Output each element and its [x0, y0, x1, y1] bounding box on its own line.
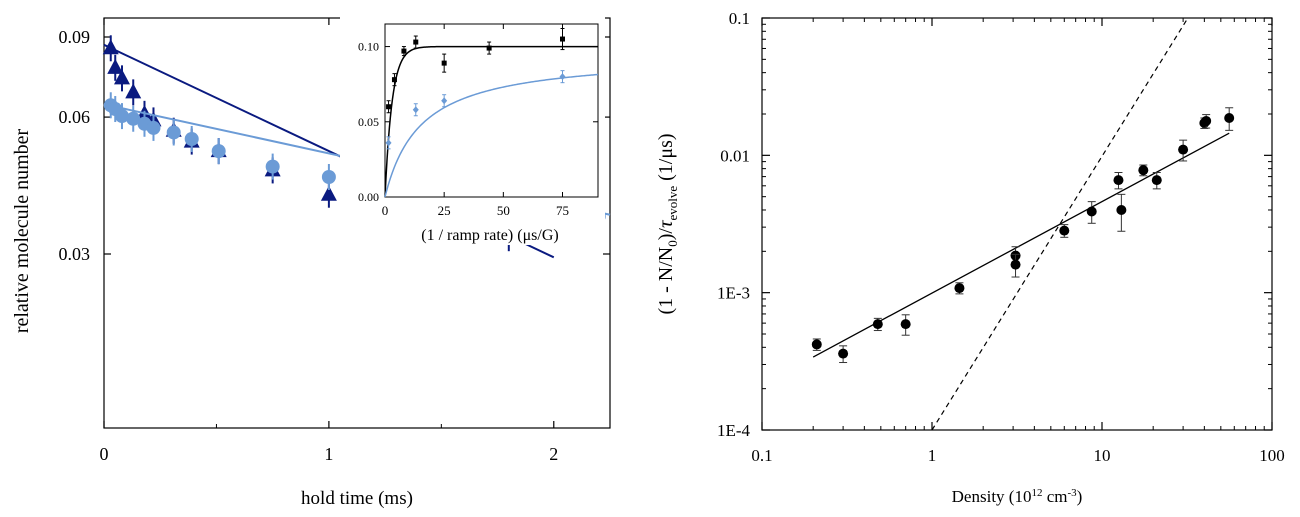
y-tick-label: 0.09 — [59, 27, 91, 47]
y-tick-label: 0.06 — [59, 107, 91, 127]
data-point-triangle — [320, 185, 337, 201]
inset-frame — [384, 23, 599, 198]
data-point-triangle — [107, 58, 124, 74]
data-point-circle — [146, 120, 161, 135]
x-tick-label: 1 — [928, 446, 937, 465]
x-tick-label: 0.1 — [751, 446, 772, 465]
inset-background — [340, 17, 605, 245]
data-point-triangle — [125, 83, 142, 99]
data-point-circle — [1178, 144, 1189, 155]
data-point-circle — [1010, 259, 1021, 270]
data-point-circle — [1138, 165, 1149, 176]
x-tick-label: 1 — [324, 444, 333, 464]
x-axis-label: Density (1012 cm-3) — [952, 487, 1083, 506]
data-point-circle — [900, 319, 911, 330]
inset-y-tick-label: 0.00 — [358, 190, 379, 204]
data-point-circle — [1116, 204, 1127, 215]
data-point-circle — [811, 339, 822, 350]
x-tick-label: 10 — [1094, 446, 1111, 465]
inset-point-diamond — [385, 139, 392, 147]
y-tick-label: 1E-4 — [717, 421, 751, 440]
data-point-circle — [126, 111, 141, 126]
data-point-circle — [211, 144, 226, 159]
inset-x-tick-label: 0 — [382, 203, 389, 218]
y-tick-label: 1E-3 — [717, 284, 750, 303]
data-point-triangle — [113, 69, 130, 85]
inset-x-tick-label: 75 — [556, 203, 569, 218]
x-tick-label: 0 — [100, 444, 109, 464]
fit-line-solid — [812, 132, 1230, 358]
right-panel: 0.1 1 10 100 1E-4 1E-3 0.01 0.1 Density (1012 cm… — [653, 9, 1285, 506]
data-point-circle — [1113, 175, 1124, 186]
data-point-circle — [838, 348, 849, 359]
inset-y-tick-label: 0.10 — [358, 40, 379, 54]
plot-frame — [761, 17, 1273, 431]
inset-point-diamond — [559, 73, 566, 81]
data-point-circle — [872, 319, 883, 330]
inset-x-tick-label: 25 — [438, 203, 451, 218]
x-axis-label: hold time (ms) — [301, 488, 413, 509]
inset-point-square — [560, 36, 565, 42]
data-point-circle — [954, 283, 965, 294]
inset-point-square — [441, 60, 447, 66]
x-tick-label: 100 — [1259, 446, 1285, 465]
data-point-triangle — [102, 39, 119, 55]
y-tick-label: 0.03 — [59, 244, 91, 264]
data-point-circle — [1151, 175, 1162, 186]
y-axis-label: relative molecule number — [11, 128, 33, 333]
inset-point-diamond — [412, 106, 419, 114]
inset-point-square — [486, 45, 492, 51]
x-tick-label: 2 — [549, 444, 558, 464]
inset-point-square — [386, 104, 392, 110]
data-point-circle — [1059, 225, 1070, 236]
data-point-circle — [321, 170, 336, 185]
data-point-circle — [265, 159, 280, 174]
left-panel: 0 1 2 0.03 0.06 0.09 hold time (ms) relative mo… — [11, 17, 611, 509]
inset-panel: 0 25 50 75 0.00 0.05 0.10 (1 / ramp rate) (μs/G… — [340, 17, 605, 245]
data-point-circle — [1224, 113, 1235, 124]
data-point-circle — [1201, 115, 1212, 126]
data-point-circle — [184, 131, 199, 146]
inset-x-tick-label: 50 — [497, 203, 510, 218]
data-point-circle — [166, 125, 181, 140]
inset-y-tick-label: 0.05 — [358, 115, 379, 129]
inset-point-diamond — [441, 97, 448, 105]
y-axis-label: (1 - N/N0)/τevolve (1/μs) — [653, 133, 680, 314]
y-tick-label: 0.1 — [729, 9, 750, 28]
inset-point-square — [401, 48, 407, 54]
inset-point-square — [391, 77, 397, 83]
data-point-circle — [1086, 206, 1097, 217]
inset-point-square — [413, 39, 419, 45]
y-tick-label: 0.01 — [720, 146, 750, 165]
data-point-circle — [114, 109, 129, 124]
inset-x-axis-label: (1 / ramp rate) (μs/G) — [421, 227, 558, 244]
